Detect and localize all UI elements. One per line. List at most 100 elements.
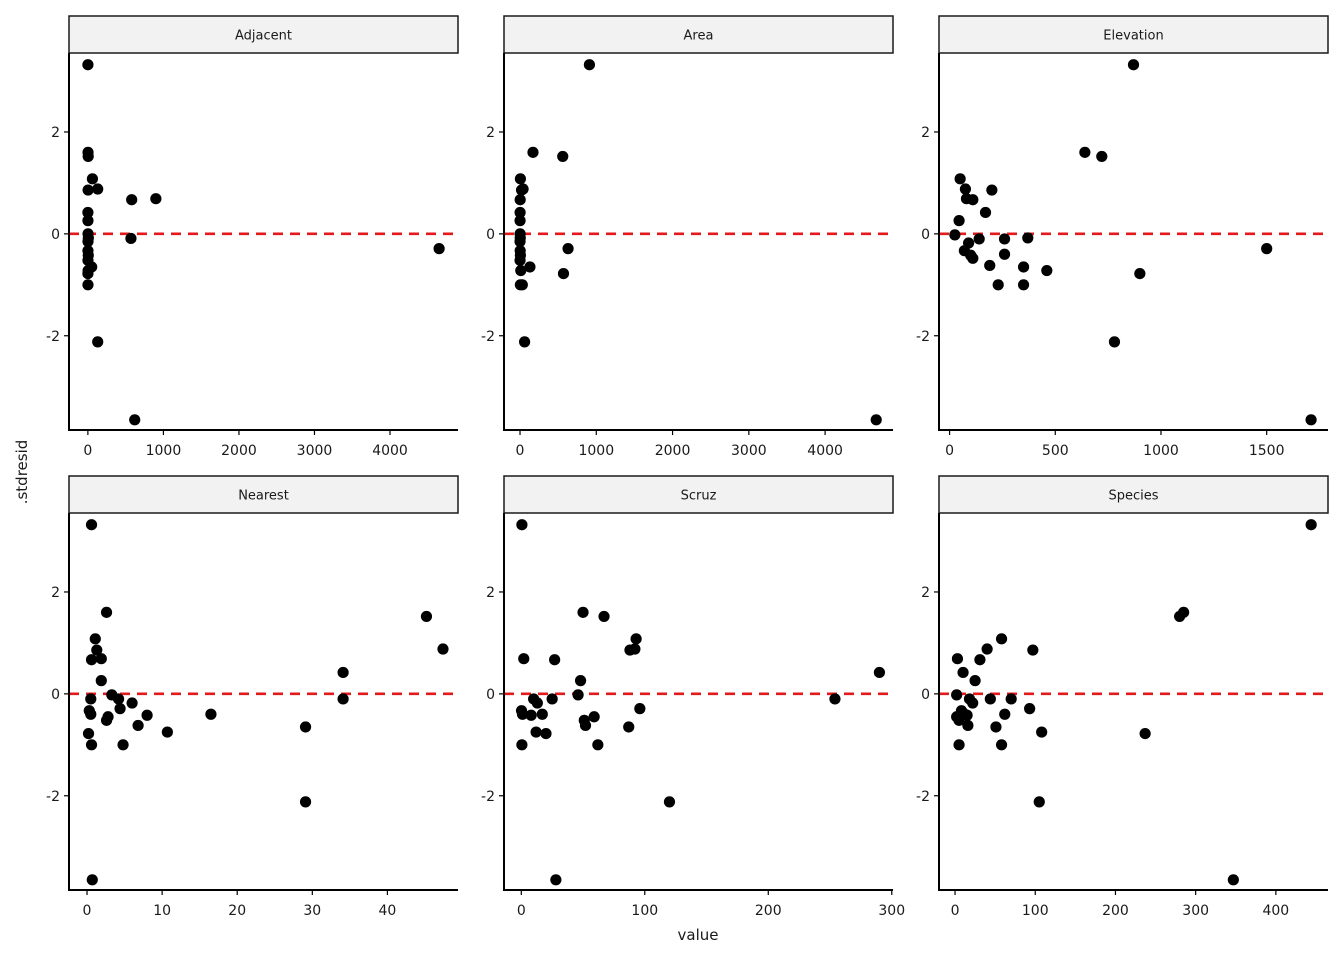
facet-strip-label: Elevation [1103, 29, 1163, 44]
x-tick-label: 1000 [1143, 443, 1179, 459]
y-tick-label: 0 [921, 687, 930, 703]
data-point [1036, 726, 1048, 738]
data-point [577, 606, 589, 618]
x-tick-label: 3000 [297, 443, 333, 459]
x-tick-label: 4000 [372, 443, 408, 459]
data-point [125, 232, 137, 245]
data-point [82, 59, 94, 71]
data-point [525, 709, 537, 721]
y-tick-label: -2 [481, 789, 495, 805]
data-point [92, 183, 104, 195]
facet-area: Area -2 0 2 0 1000 2000 3000 4000 [481, 15, 894, 459]
data-point [574, 675, 587, 687]
data-point [337, 666, 349, 679]
facet-adjacent: Adjacent -2 0 2 0 1000 2000 3000 4000 [46, 15, 459, 459]
facet-scruz: Scruz -2 0 2 0 100 200 300 [481, 475, 905, 919]
data-point [205, 708, 217, 720]
data-point [1017, 261, 1030, 273]
data-point [663, 796, 676, 808]
x-tick-label: 4000 [807, 443, 843, 459]
data-point [516, 279, 528, 291]
data-point [549, 654, 561, 666]
x-tick-label: 0 [945, 443, 954, 459]
facet-strip [68, 475, 459, 514]
x-tick-label: 0 [516, 443, 525, 459]
data-point [1305, 414, 1317, 426]
x-tick-label: 300 [878, 903, 905, 919]
y-tick-label: -2 [46, 789, 60, 805]
data-point [1174, 610, 1186, 623]
data-point [967, 194, 979, 206]
data-point [516, 708, 529, 720]
facet-strip-label: Species [1108, 489, 1158, 504]
y-tick-label: 2 [51, 585, 60, 601]
data-point [516, 739, 528, 751]
data-point [514, 173, 526, 185]
data-point [990, 721, 1002, 733]
x-tick-label: 0 [83, 443, 92, 459]
data-point [588, 711, 600, 723]
data-point [82, 267, 94, 280]
data-point [1079, 146, 1091, 158]
data-point [85, 654, 98, 666]
data-point [95, 653, 107, 665]
data-point [85, 519, 98, 531]
data-point [953, 714, 965, 726]
data-point [984, 259, 996, 272]
data-point [126, 697, 138, 709]
data-point [515, 264, 527, 277]
x-tick-label: 3000 [731, 443, 767, 459]
data-point [1127, 59, 1140, 71]
facet-strip [503, 15, 894, 54]
x-tick-label: 300 [1182, 903, 1209, 919]
y-tick-label: 2 [51, 125, 60, 141]
y-tick-label: 0 [51, 687, 60, 703]
facet-strip [938, 475, 1329, 514]
x-tick-label: 2000 [655, 443, 691, 459]
data-point [299, 796, 312, 808]
data-point [598, 610, 610, 623]
data-point [986, 184, 998, 196]
data-point [85, 739, 98, 751]
facet-elevation: Elevation -2 0 2 0 500 1000 1500 [916, 15, 1329, 459]
data-point [515, 184, 528, 196]
x-axis-title: value [678, 926, 719, 944]
data-point [1096, 150, 1108, 163]
data-point [1017, 279, 1030, 291]
data-point [1261, 243, 1273, 255]
y-tick-label: -2 [46, 329, 60, 345]
data-point [967, 252, 979, 264]
data-point [86, 173, 99, 185]
data-point [91, 644, 103, 656]
data-point [953, 215, 965, 227]
data-point [1024, 703, 1036, 715]
data-point [82, 235, 94, 248]
data-point [518, 653, 530, 665]
data-point [433, 243, 445, 255]
data-point [527, 146, 539, 158]
data-point [572, 689, 584, 701]
data-point [1305, 519, 1317, 531]
data-point [530, 726, 542, 738]
data-point [82, 184, 94, 196]
data-point [299, 721, 312, 733]
data-point [984, 693, 996, 705]
data-point [870, 414, 882, 426]
data-point [583, 59, 596, 71]
data-point [514, 206, 526, 219]
data-point [981, 643, 993, 655]
data-point [629, 643, 641, 655]
data-point [82, 215, 94, 227]
data-point [514, 194, 526, 206]
facet-strip [68, 15, 459, 54]
data-point [1027, 644, 1039, 656]
data-point [592, 739, 604, 751]
facet-strip-label: Scruz [681, 489, 717, 504]
x-tick-label: 0 [517, 903, 526, 919]
data-point [117, 739, 129, 751]
data-point [100, 606, 113, 618]
y-tick-label: 0 [921, 227, 930, 243]
x-tick-label: 100 [631, 903, 658, 919]
